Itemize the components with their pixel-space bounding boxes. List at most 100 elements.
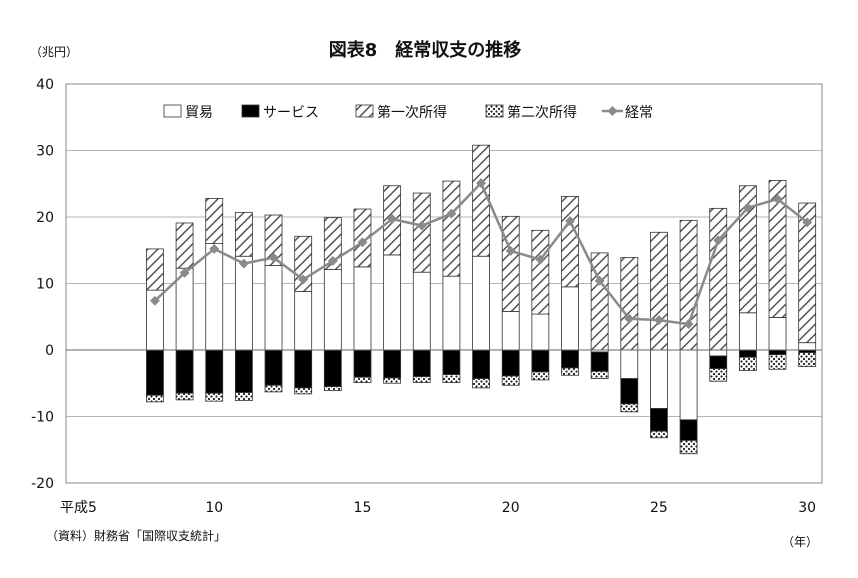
bar-segment xyxy=(205,349,224,394)
x-tick-label: 15 xyxy=(354,500,372,516)
bar-segment xyxy=(501,311,520,351)
bar-segment xyxy=(205,243,224,351)
bar-segment xyxy=(205,197,224,245)
bar-segment xyxy=(650,349,668,409)
line-point xyxy=(179,267,190,278)
legend: 貿易 サービス 第一次所得 第二次所得 経常 xyxy=(163,104,653,121)
bar-segment xyxy=(620,257,639,351)
y-axis: 40 30 20 10 0 -10 -20 xyxy=(31,77,54,492)
bar-segment xyxy=(146,248,164,291)
line-point xyxy=(713,235,724,246)
bar-segment xyxy=(353,266,372,351)
legend-label: 第一次所得 xyxy=(377,104,447,121)
chart-title: 図表8 経常収支の推移 xyxy=(329,39,522,61)
bar-segment xyxy=(264,265,283,351)
x-tick-label: 25 xyxy=(650,500,668,516)
bar-segment xyxy=(620,349,639,379)
bar-segment xyxy=(234,255,253,351)
bar-segment xyxy=(798,352,817,368)
bar-segment xyxy=(442,275,461,351)
bar-segment xyxy=(323,349,342,387)
y-tick-label: 10 xyxy=(36,277,54,293)
legend-swatch xyxy=(485,104,504,118)
bar-segment xyxy=(531,313,550,351)
line-point xyxy=(268,252,279,263)
bar-segment xyxy=(738,312,757,351)
bar-segment xyxy=(323,269,342,351)
x-era-label: 平成5 xyxy=(60,500,97,516)
line-point xyxy=(327,255,338,266)
line-point xyxy=(298,274,309,285)
bar-segment xyxy=(472,144,490,257)
x-tick-label: 10 xyxy=(205,500,223,516)
bar-segment xyxy=(709,207,728,351)
bar-segment xyxy=(501,375,520,386)
bar-segment xyxy=(323,217,342,270)
bar-segment xyxy=(442,374,461,383)
legend-swatch xyxy=(241,104,260,118)
bar-segment xyxy=(442,180,461,277)
line-point xyxy=(594,275,605,286)
bar-segment xyxy=(472,349,490,379)
legend-label: サービス xyxy=(263,105,319,121)
bar-segment xyxy=(383,377,402,384)
bar-segment xyxy=(264,349,283,386)
legend-swatch xyxy=(163,104,182,118)
bar-segment xyxy=(709,368,728,382)
bar-segment xyxy=(679,419,698,441)
bar-segment xyxy=(175,349,194,394)
bar-segment xyxy=(353,376,372,383)
y-tick-label: -20 xyxy=(31,476,54,492)
bar-segment xyxy=(768,349,787,356)
bar-segment xyxy=(412,271,431,351)
bar-segment xyxy=(531,371,550,381)
bar-segment xyxy=(679,440,698,455)
bar-segment xyxy=(679,219,698,351)
legend-label: 貿易 xyxy=(185,105,213,121)
bar-segment xyxy=(561,286,579,351)
bar-segment xyxy=(412,376,431,383)
bar-segment xyxy=(264,214,283,266)
y-tick-label: -10 xyxy=(31,410,54,426)
bar-segment xyxy=(798,342,817,351)
legend-label: 経常 xyxy=(625,105,653,121)
x-tick-label: 30 xyxy=(798,500,816,516)
x-axis-unit: （年） xyxy=(782,535,818,549)
bar-segment xyxy=(234,392,253,401)
current-account-line xyxy=(149,178,813,330)
bar-segment xyxy=(531,229,550,315)
legend-label: 第二次所得 xyxy=(507,104,577,121)
bar-segment xyxy=(501,215,520,312)
bar-segment xyxy=(175,267,194,351)
bar-segment xyxy=(561,195,579,288)
legend-swatch-marker xyxy=(607,106,618,116)
bar-segment xyxy=(294,349,313,389)
y-axis-unit: （兆円） xyxy=(30,45,78,59)
bar-segment xyxy=(531,349,550,373)
bar-segment xyxy=(561,349,579,369)
bar-segment xyxy=(738,185,757,314)
bar-segment xyxy=(590,351,609,372)
y-tick-label: 30 xyxy=(36,144,54,160)
line-point xyxy=(149,295,160,306)
bar-segment xyxy=(679,349,698,421)
bar-segment xyxy=(709,355,728,370)
bar-segment xyxy=(650,408,668,432)
bar-segment xyxy=(620,378,639,405)
bar-segment xyxy=(353,349,372,378)
bar-segment xyxy=(264,384,283,393)
bar-segment xyxy=(798,202,817,344)
line-point xyxy=(446,208,457,219)
x-axis: 10 15 20 25 30 xyxy=(205,500,816,516)
line-point xyxy=(535,254,546,265)
x-tick-label: 20 xyxy=(502,500,520,516)
bar-segment xyxy=(234,349,253,393)
bar-segment xyxy=(146,394,164,403)
bar-segment xyxy=(412,349,431,378)
bar-segment xyxy=(738,356,757,372)
line-point xyxy=(209,243,220,254)
bar-segment xyxy=(561,367,579,376)
line-point xyxy=(683,319,694,330)
line-point xyxy=(476,178,487,189)
